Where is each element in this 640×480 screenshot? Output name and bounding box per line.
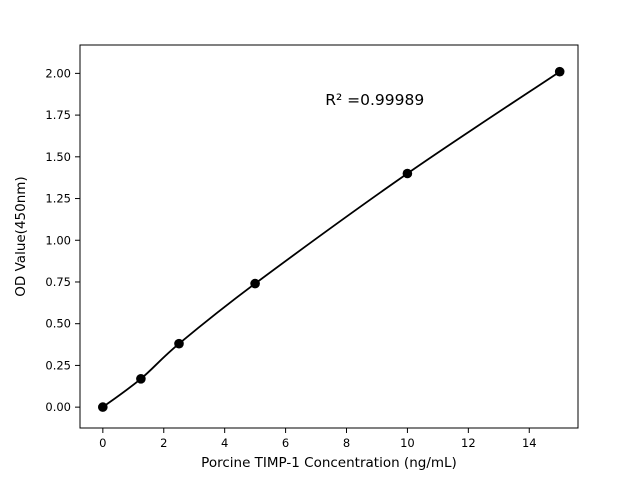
y-tick-label: 0.75 — [45, 275, 71, 289]
y-tick-label: 0.25 — [45, 358, 71, 372]
x-tick-label: 10 — [400, 436, 415, 450]
y-tick-label: 1.00 — [45, 233, 71, 247]
data-point — [250, 278, 260, 289]
data-point — [554, 66, 565, 77]
x-tick-label: 6 — [282, 436, 289, 450]
data-point — [98, 402, 108, 412]
y-tick-label: 1.50 — [45, 150, 71, 164]
x-axis-label: Porcine TIMP-1 Concentration (ng/mL) — [201, 455, 457, 471]
y-tick-label: 2.00 — [45, 66, 71, 80]
plot-frame — [79, 44, 579, 429]
data-point — [402, 168, 413, 179]
y-tick-label: 0.00 — [45, 400, 71, 414]
x-tick-label: 0 — [99, 436, 106, 450]
x-tick-label: 12 — [461, 436, 476, 450]
x-tick-label: 2 — [160, 436, 167, 450]
annotation-r-squared: R² =0.99989 — [325, 91, 424, 109]
y-axis-label: OD Value(450nm) — [13, 176, 29, 296]
y-tick-label: 1.75 — [45, 108, 71, 122]
data-point — [174, 338, 184, 349]
x-tick-label: 14 — [522, 436, 537, 450]
data-point — [136, 374, 146, 384]
y-tick-label: 0.50 — [45, 317, 71, 331]
x-tick-label: 4 — [221, 436, 228, 450]
y-tick-label: 1.25 — [45, 192, 71, 206]
x-tick-label: 8 — [343, 436, 350, 450]
